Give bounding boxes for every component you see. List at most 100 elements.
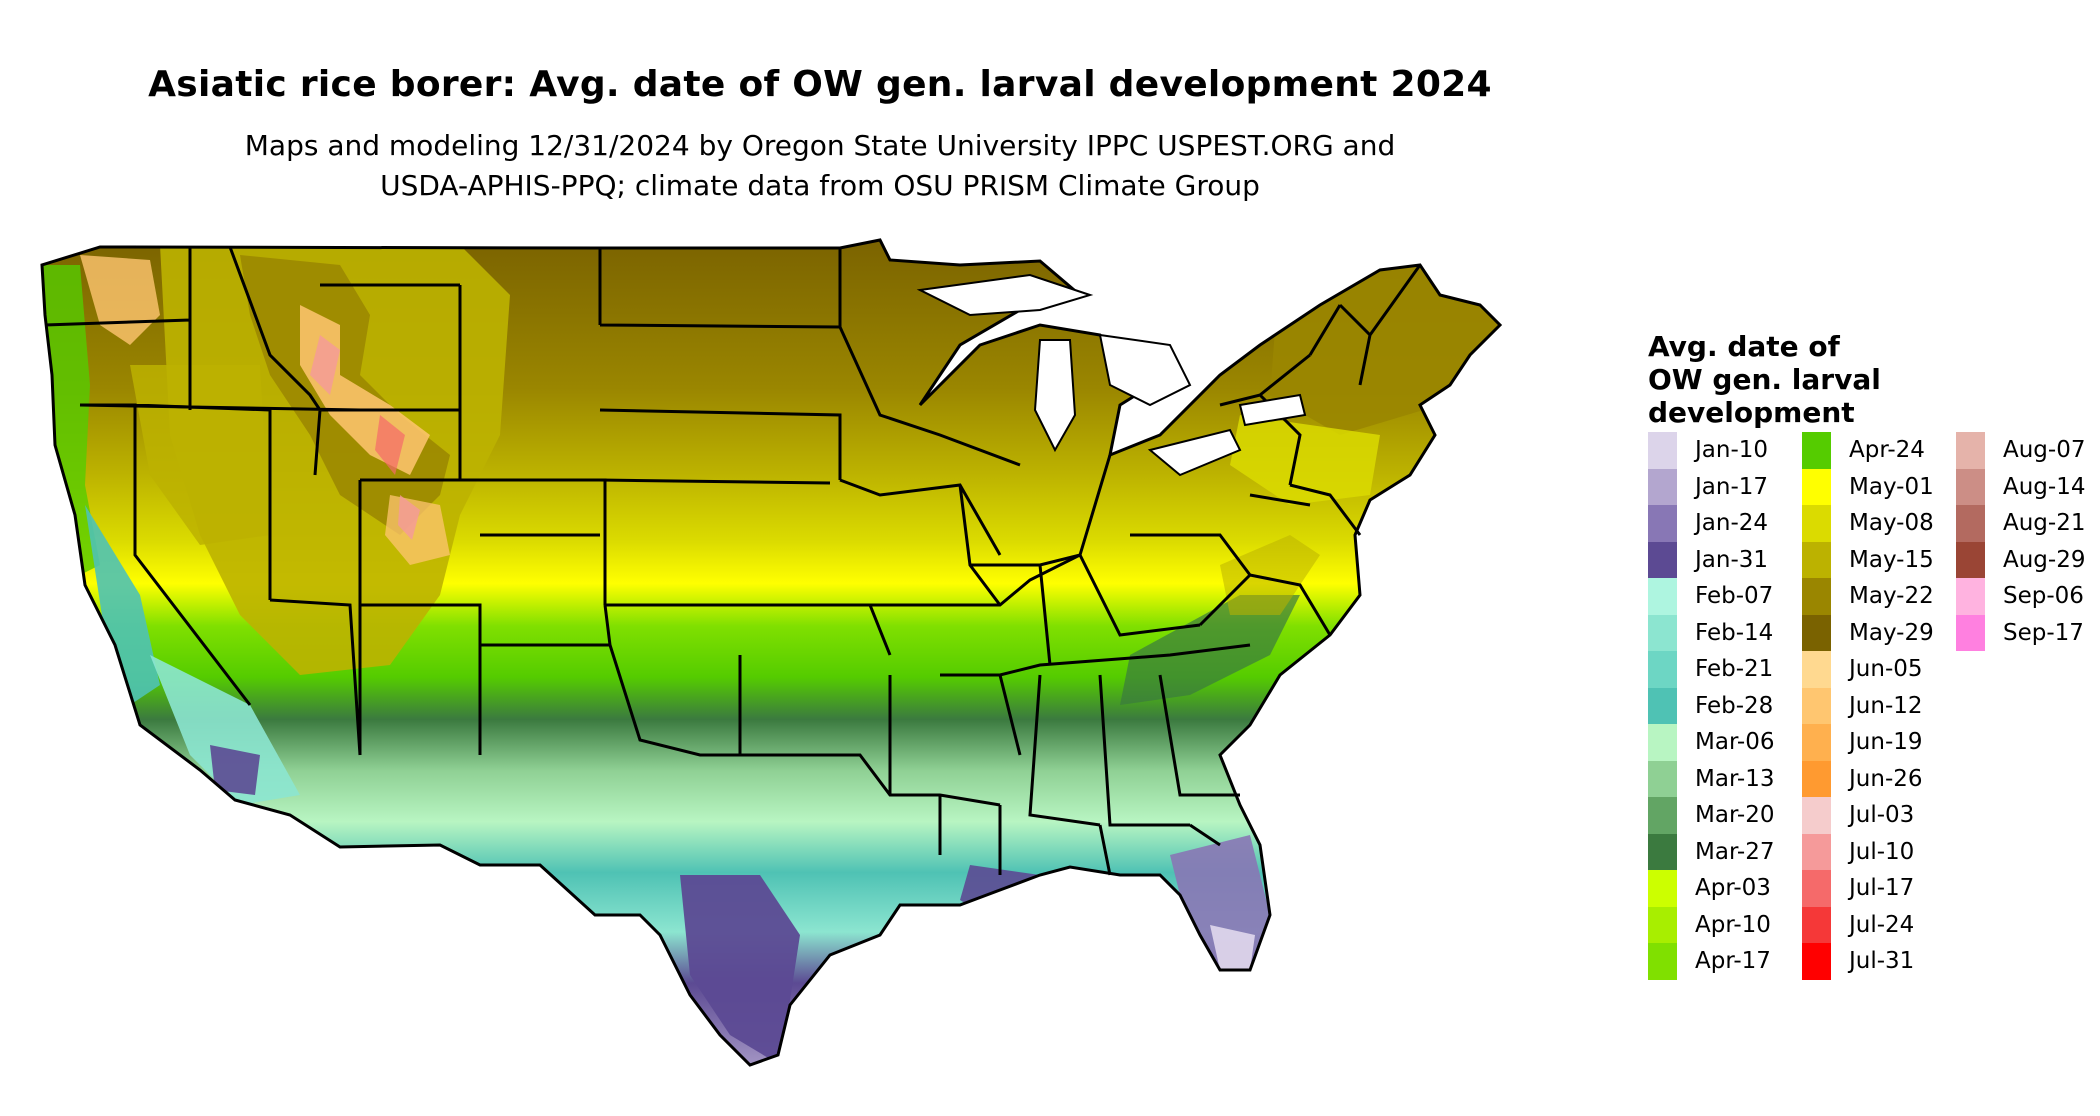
- legend-swatch: [1802, 505, 1831, 542]
- legend-item: Jul-17: [1802, 870, 1952, 907]
- legend-label: Apr-24: [1849, 437, 1925, 464]
- legend-swatch: [1802, 578, 1831, 615]
- legend-label: Jan-31: [1695, 546, 1769, 573]
- legend-swatch: [1802, 906, 1831, 943]
- legend-item: Jun-19: [1802, 724, 1952, 761]
- legend-item: Mar-06: [1648, 724, 1798, 761]
- legend-label: Aug-14: [2003, 473, 2086, 500]
- legend-item: Apr-17: [1648, 943, 1798, 980]
- legend-swatch: [1802, 724, 1831, 761]
- legend-swatch: [1648, 797, 1677, 834]
- legend-item: Apr-03: [1648, 870, 1798, 907]
- legend-title: Avg. date of OW gen. larval development: [1648, 330, 1968, 429]
- legend-item: Aug-14: [1956, 468, 2100, 505]
- legend-label: Feb-14: [1695, 619, 1774, 646]
- legend-item: Apr-10: [1648, 906, 1798, 943]
- legend-item: May-08: [1802, 505, 1952, 542]
- legend-swatch: [1802, 614, 1831, 651]
- legend-item: Feb-14: [1648, 614, 1798, 651]
- legend-item: May-22: [1802, 578, 1952, 615]
- legend-label: Jan-17: [1695, 473, 1769, 500]
- legend-label: May-29: [1849, 619, 1934, 646]
- legend-column: Jan-10 Jan-17 Jan-24 Jan-31 Feb-07 Feb-14 Feb-…: [1648, 432, 1798, 980]
- legend-item: Jan-17: [1648, 468, 1798, 505]
- legend-label: Jun-05: [1849, 656, 1923, 683]
- legend-label: May-01: [1849, 473, 1934, 500]
- legend-swatch: [1648, 943, 1677, 980]
- legend-item: May-01: [1802, 468, 1952, 505]
- legend-swatch: [1648, 724, 1677, 761]
- legend-label: Aug-21: [2003, 510, 2086, 537]
- legend-item: Jun-05: [1802, 651, 1952, 688]
- legend-item: Apr-24: [1802, 432, 1952, 469]
- legend-title-line-3: development: [1648, 396, 1855, 429]
- legend-swatch: [1648, 614, 1677, 651]
- legend-title-line-2: OW gen. larval: [1648, 363, 1881, 396]
- legend-swatch: [1648, 833, 1677, 870]
- legend-item: Jul-24: [1802, 906, 1952, 943]
- legend-label: May-22: [1849, 583, 1934, 610]
- us-map: [40, 235, 1620, 1085]
- legend-swatch: [1956, 505, 1985, 542]
- legend-swatch: [1802, 797, 1831, 834]
- legend-swatch: [1648, 906, 1677, 943]
- legend-label: Mar-13: [1695, 765, 1775, 792]
- legend-label: Apr-03: [1695, 875, 1771, 902]
- legend-item: May-29: [1802, 614, 1952, 651]
- legend-swatch: [1648, 687, 1677, 724]
- legend-label: Jul-17: [1849, 875, 1915, 902]
- legend-label: Feb-21: [1695, 656, 1774, 683]
- legend-label: Jul-24: [1849, 911, 1915, 938]
- legend-swatch: [1956, 578, 1985, 615]
- legend-item: Jul-10: [1802, 833, 1952, 870]
- legend-item: Jan-24: [1648, 505, 1798, 542]
- legend-swatch: [1802, 541, 1831, 578]
- legend-label: Jul-10: [1849, 838, 1915, 865]
- legend-item: Feb-07: [1648, 578, 1798, 615]
- legend-label: Mar-20: [1695, 802, 1775, 829]
- legend-item: Mar-27: [1648, 833, 1798, 870]
- legend-label: Mar-27: [1695, 838, 1775, 865]
- legend: Jan-10 Jan-17 Jan-24 Jan-31 Feb-07 Feb-14 Feb-…: [1648, 432, 2100, 980]
- legend-swatch: [1956, 468, 1985, 505]
- legend-label: Apr-17: [1695, 948, 1771, 975]
- legend-label: Feb-28: [1695, 692, 1774, 719]
- legend-swatch: [1648, 760, 1677, 797]
- legend-swatch: [1802, 651, 1831, 688]
- legend-item: Aug-07: [1956, 432, 2100, 469]
- legend-item: Aug-29: [1956, 541, 2100, 578]
- legend-swatch: [1802, 468, 1831, 505]
- legend-label: Jun-19: [1849, 729, 1923, 756]
- legend-swatch: [1648, 432, 1677, 469]
- legend-swatch: [1648, 578, 1677, 615]
- legend-label: Jun-12: [1849, 692, 1923, 719]
- legend-label: May-15: [1849, 546, 1934, 573]
- legend-column: Aug-07 Aug-14 Aug-21 Aug-29 Sep-06 Sep-17: [1956, 432, 2100, 980]
- legend-item: Jan-10: [1648, 432, 1798, 469]
- map-subtitle: Maps and modeling 12/31/2024 by Oregon S…: [0, 126, 1640, 206]
- legend-label: Aug-29: [2003, 546, 2086, 573]
- legend-label: Jan-24: [1695, 510, 1769, 537]
- legend-label: May-08: [1849, 510, 1934, 537]
- great-lakes: [916, 273, 1307, 477]
- legend-label: Jul-31: [1849, 948, 1915, 975]
- legend-item: Feb-28: [1648, 687, 1798, 724]
- legend-label: Aug-07: [2003, 437, 2086, 464]
- legend-label: Jan-10: [1695, 437, 1769, 464]
- legend-swatch: [1802, 943, 1831, 980]
- legend-swatch: [1802, 833, 1831, 870]
- legend-label: Apr-10: [1695, 911, 1771, 938]
- legend-label: Jun-26: [1849, 765, 1923, 792]
- us-map-svg: [40, 238, 1502, 1067]
- legend-item: Jun-26: [1802, 760, 1952, 797]
- legend-label: Mar-06: [1695, 729, 1775, 756]
- legend-swatch: [1648, 468, 1677, 505]
- legend-item: Jul-03: [1802, 797, 1952, 834]
- legend-item: Jan-31: [1648, 541, 1798, 578]
- legend-item: Feb-21: [1648, 651, 1798, 688]
- legend-swatch: [1802, 870, 1831, 907]
- legend-item: Sep-06: [1956, 578, 2100, 615]
- legend-label: Feb-07: [1695, 583, 1774, 610]
- legend-swatch: [1802, 687, 1831, 724]
- legend-swatch: [1648, 541, 1677, 578]
